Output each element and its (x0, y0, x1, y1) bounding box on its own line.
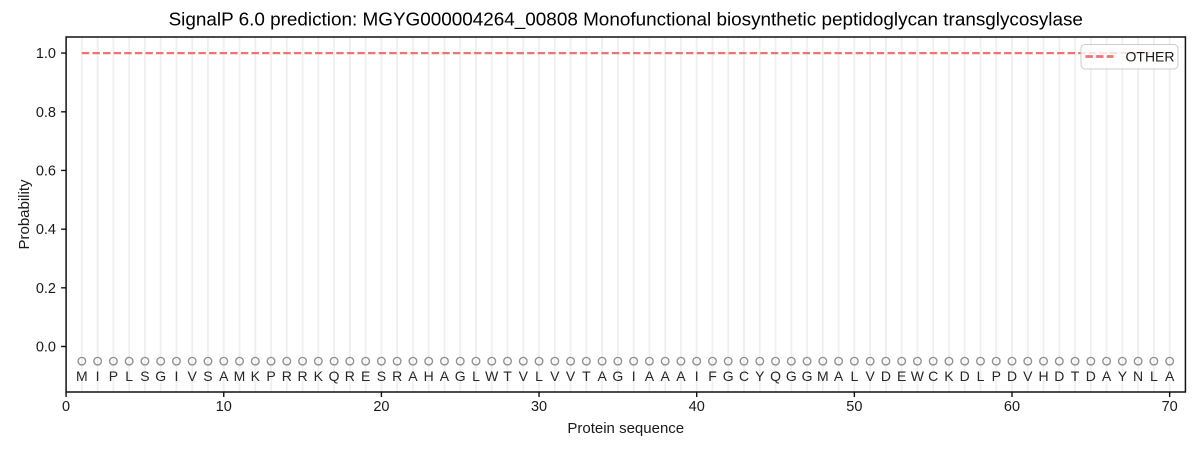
svg-text:L: L (472, 368, 480, 384)
svg-text:L: L (977, 368, 985, 384)
svg-text:T: T (1071, 368, 1080, 384)
svg-text:P: P (992, 368, 1001, 384)
svg-text:60: 60 (1004, 399, 1020, 415)
svg-text:R: R (282, 368, 292, 384)
svg-text:G: G (612, 368, 623, 384)
svg-text:T: T (582, 368, 591, 384)
svg-text:S: S (377, 368, 386, 384)
svg-text:L: L (850, 368, 858, 384)
svg-text:L: L (535, 368, 543, 384)
svg-text:OTHER: OTHER (1126, 48, 1175, 64)
svg-text:Q: Q (329, 368, 340, 384)
svg-text:0.6: 0.6 (36, 164, 56, 180)
svg-text:V: V (188, 368, 198, 384)
svg-text:0: 0 (62, 399, 70, 415)
svg-text:Y: Y (755, 368, 765, 384)
svg-text:A: A (597, 368, 607, 384)
svg-text:G: G (155, 368, 166, 384)
svg-text:V: V (566, 368, 576, 384)
svg-text:H: H (1038, 368, 1048, 384)
svg-text:W: W (485, 368, 499, 384)
svg-text:0.2: 0.2 (36, 281, 56, 297)
svg-text:D: D (1007, 368, 1017, 384)
svg-text:E: E (897, 368, 906, 384)
svg-text:G: G (455, 368, 466, 384)
svg-text:Protein sequence: Protein sequence (567, 420, 684, 437)
svg-text:A: A (408, 368, 418, 384)
svg-text:C: C (928, 368, 938, 384)
svg-text:A: A (1165, 368, 1175, 384)
svg-text:G: G (802, 368, 813, 384)
svg-text:S: S (140, 368, 149, 384)
svg-text:V: V (519, 368, 529, 384)
svg-text:S: S (203, 368, 212, 384)
svg-text:A: A (660, 368, 670, 384)
svg-text:H: H (424, 368, 434, 384)
svg-text:SignalP 6.0 prediction: MGYG00: SignalP 6.0 prediction: MGYG000004264_00… (169, 9, 1083, 30)
svg-text:W: W (911, 368, 925, 384)
svg-text:M: M (817, 368, 829, 384)
svg-text:Y: Y (1118, 368, 1128, 384)
svg-text:0.0: 0.0 (36, 340, 56, 356)
svg-text:R: R (392, 368, 402, 384)
svg-text:A: A (1102, 368, 1112, 384)
svg-text:K: K (251, 368, 261, 384)
svg-text:Probability: Probability (16, 179, 33, 250)
svg-text:D: D (881, 368, 891, 384)
svg-text:10: 10 (216, 399, 232, 415)
svg-text:P: P (109, 368, 118, 384)
svg-text:1.0: 1.0 (36, 46, 56, 62)
svg-text:V: V (865, 368, 875, 384)
svg-text:P: P (266, 368, 275, 384)
svg-text:T: T (503, 368, 512, 384)
svg-text:G: G (723, 368, 734, 384)
svg-text:V: V (550, 368, 560, 384)
svg-text:I: I (695, 368, 699, 384)
svg-text:20: 20 (373, 399, 389, 415)
svg-text:A: A (440, 368, 450, 384)
svg-text:M: M (234, 368, 246, 384)
svg-text:L: L (1150, 368, 1158, 384)
svg-text:V: V (1023, 368, 1033, 384)
svg-text:K: K (314, 368, 324, 384)
svg-text:A: A (645, 368, 655, 384)
svg-text:0.8: 0.8 (36, 105, 56, 121)
svg-text:L: L (125, 368, 133, 384)
svg-text:K: K (944, 368, 954, 384)
svg-text:40: 40 (689, 399, 705, 415)
svg-text:A: A (834, 368, 844, 384)
svg-text:I: I (175, 368, 179, 384)
svg-text:D: D (1054, 368, 1064, 384)
svg-text:D: D (1086, 368, 1096, 384)
svg-text:F: F (708, 368, 717, 384)
svg-text:70: 70 (1162, 399, 1178, 415)
svg-text:A: A (219, 368, 229, 384)
svg-text:I: I (632, 368, 636, 384)
svg-text:0.4: 0.4 (36, 222, 56, 238)
svg-text:30: 30 (531, 399, 547, 415)
svg-text:R: R (345, 368, 355, 384)
svg-text:G: G (786, 368, 797, 384)
svg-text:C: C (739, 368, 749, 384)
svg-text:M: M (76, 368, 88, 384)
svg-text:N: N (1133, 368, 1143, 384)
svg-text:R: R (298, 368, 308, 384)
svg-text:I: I (96, 368, 100, 384)
svg-text:50: 50 (846, 399, 862, 415)
svg-text:E: E (361, 368, 370, 384)
svg-text:D: D (960, 368, 970, 384)
svg-text:A: A (676, 368, 686, 384)
svg-text:Q: Q (770, 368, 781, 384)
